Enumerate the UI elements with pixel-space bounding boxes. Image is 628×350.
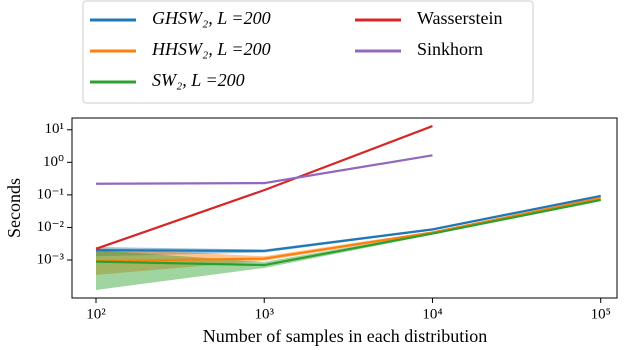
x-tick-label: 10³ [254, 306, 274, 322]
y-tick-label: 10⁻¹ [37, 186, 64, 202]
legend-text: SW₂, L =200 [152, 70, 245, 90]
series-line [95, 125, 433, 250]
x-tick-label: 10² [86, 306, 106, 322]
legend-text: Sinkhorn [417, 39, 483, 59]
series-line [95, 194, 601, 253]
legend-text: HHSW₂, L =200 [151, 39, 271, 59]
confidence-band [96, 198, 601, 290]
x-axis-label: Number of samples in each distribution [203, 326, 487, 346]
y-tick-label: 10⁻³ [37, 251, 65, 267]
legend-text: GHSW₂, L =200 [152, 8, 271, 28]
legend-text: Wasserstein [417, 8, 503, 28]
y-axis-label: Seconds [4, 178, 24, 238]
y-tick-label: 10¹ [45, 121, 65, 137]
legend-box [82, 0, 534, 104]
series-line [95, 198, 601, 267]
series-line [95, 154, 433, 185]
plot-layer [95, 125, 601, 290]
series-line [95, 196, 601, 263]
y-tick-label: 10⁻² [37, 219, 65, 235]
plot-frame [71, 117, 618, 299]
x-tick-label: 10⁴ [422, 306, 442, 322]
x-tick-label: 10⁵ [591, 306, 611, 322]
y-tick-label: 10⁰ [43, 154, 64, 170]
confidence-band [96, 196, 601, 275]
